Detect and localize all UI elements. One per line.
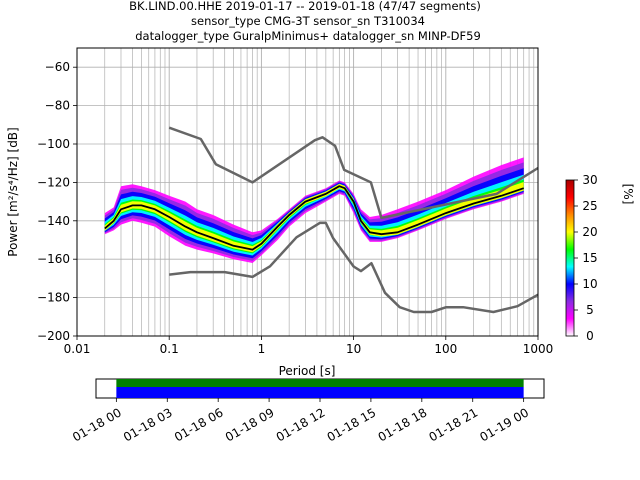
chart-title-line-3: datalogger_type GuralpMinimus+ datalogge…: [135, 29, 481, 43]
chart-title-line-1: BK.LIND.00.HHE 2019-01-17 -- 2019-01-18 …: [129, 0, 481, 13]
x-axis-ticks: 0.01 0.1 1 10 100 1000: [64, 336, 554, 356]
colorbar-tick-label: 20: [582, 225, 597, 239]
x-tick-label: 0.1: [160, 342, 179, 356]
colorbar-tick-label: 0: [586, 329, 594, 343]
density-layer-5: [104, 182, 524, 253]
colorbar-tick-label: 5: [586, 303, 594, 317]
y-tick-label: −80: [45, 99, 70, 113]
x-tick-label: 1000: [523, 342, 554, 356]
coverage-tick-label: 01-18 00: [70, 405, 124, 444]
y-tick-label: −140: [37, 214, 70, 228]
colorbar-tick-label: 30: [582, 173, 597, 187]
plot-frame: [76, 47, 539, 337]
colorbar-label: [%]: [621, 184, 635, 205]
coverage-tick-label: 01-18 15: [325, 405, 379, 444]
y-tick-label: −180: [37, 291, 70, 305]
mode-curve: [104, 185, 524, 251]
x-tick-label: 10: [346, 342, 361, 356]
x-tick-label: 0.01: [64, 342, 91, 356]
coverage-bar-blue: [116, 387, 524, 398]
colorbar-ticks: 0 5 10 15 20 25 30: [574, 173, 598, 343]
coverage-bar-green: [116, 379, 524, 387]
y-tick-label: −120: [37, 175, 70, 189]
coverage-tick-label: 01-18 06: [172, 405, 226, 444]
nlnm-curve: [169, 221, 539, 314]
x-tick-label: 100: [434, 342, 457, 356]
colorbar-tick-label: 25: [582, 199, 597, 213]
coverage-tick-label: 01-19 00: [477, 405, 531, 444]
colorbar-gradient: [565, 179, 575, 337]
coverage-tick-label: 01-18 03: [121, 405, 175, 444]
colorbar: 0 5 10 15 20 25 30 [%]: [565, 173, 635, 343]
y-tick-label: −60: [45, 60, 70, 74]
colorbar-tick-label: 15: [582, 251, 597, 265]
coverage-tick-label: 01-18 12: [274, 405, 328, 444]
coverage-tick-label: 01-18 21: [427, 405, 481, 444]
x-axis-label: Period [s]: [279, 364, 336, 378]
y-axis-label: Power [m²/s⁴/Hz] [dB]: [6, 127, 20, 256]
coverage-tick-label: 01-18 09: [223, 405, 277, 444]
coverage-tick-label: 01-18 18: [376, 405, 430, 444]
y-tick-label: −160: [37, 252, 70, 266]
colorbar-tick-label: 10: [582, 277, 597, 291]
chart-title-line-2: sensor_type CMG-3T sensor_sn T310034: [191, 14, 425, 28]
reference-curves: [104, 126, 539, 314]
y-tick-label: −200: [37, 329, 70, 343]
y-tick-label: −100: [37, 137, 70, 151]
x-tick-label: 1: [258, 342, 266, 356]
nhnm-curve: [168, 126, 539, 220]
grid-lines: [77, 48, 538, 336]
y-axis-ticks: −60 −80 −100 −120 −140 −160 −180 −200: [37, 60, 77, 343]
psd-plot-area: 0.01 0.1 1 10 100 1000 −60 −80 −100 −120 −140 −160…: [37, 47, 554, 356]
